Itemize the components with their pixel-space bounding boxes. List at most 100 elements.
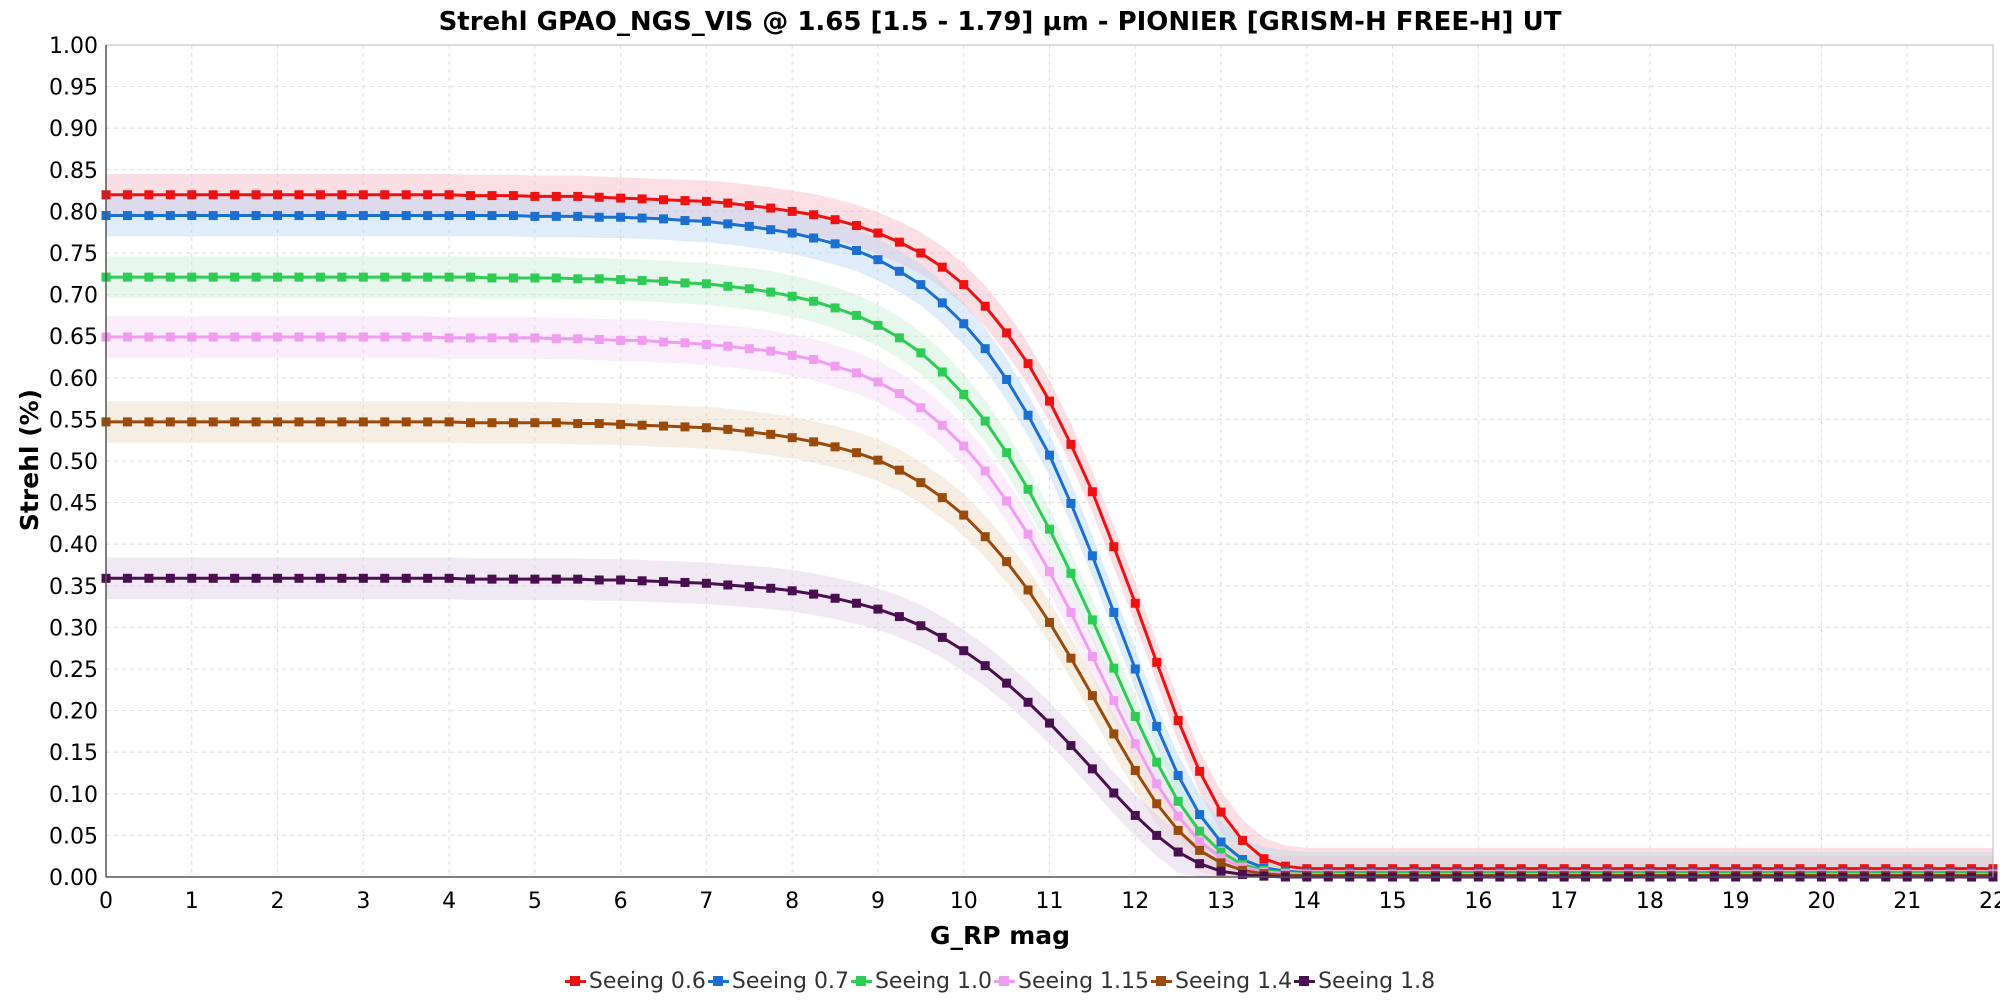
- data-point: [423, 211, 433, 221]
- data-point: [1280, 861, 1290, 871]
- y-tick-label: 0.35: [49, 575, 98, 600]
- x-tick-label: 11: [1036, 889, 1064, 914]
- data-point: [637, 275, 647, 285]
- data-point: [809, 233, 819, 243]
- data-point: [616, 275, 626, 285]
- y-tick-label: 0.70: [49, 284, 98, 309]
- legend-item[interactable]: Seeing 1.0: [850, 969, 992, 994]
- data-point: [1066, 607, 1076, 617]
- data-point: [830, 361, 840, 371]
- data-point: [573, 274, 583, 284]
- data-point: [273, 573, 283, 583]
- data-point: [873, 255, 883, 265]
- data-point: [1002, 328, 1012, 338]
- data-point: [959, 441, 969, 451]
- data-point: [165, 211, 175, 221]
- data-point: [1216, 866, 1226, 876]
- data-point: [315, 332, 325, 342]
- data-point: [1130, 598, 1140, 608]
- x-tick-labels: 012345678910111213141516171819202122: [99, 889, 2000, 914]
- data-point: [294, 573, 304, 583]
- legend-item[interactable]: Seeing 1.8: [1294, 969, 1435, 994]
- data-point: [251, 190, 261, 200]
- data-point: [1216, 858, 1226, 868]
- data-point: [551, 211, 561, 221]
- legend-item[interactable]: Seeing 0.7: [707, 969, 849, 994]
- legend-swatch: [707, 975, 729, 986]
- data-point: [315, 211, 325, 221]
- data-point: [787, 206, 797, 216]
- data-point: [1023, 697, 1033, 707]
- data-point: [401, 211, 411, 221]
- data-point: [294, 272, 304, 282]
- data-point: [980, 661, 990, 671]
- x-tick-label: 14: [1293, 889, 1321, 914]
- data-point: [401, 417, 411, 427]
- y-tick-label: 0.80: [49, 200, 98, 225]
- data-point: [1152, 721, 1162, 731]
- data-point: [144, 573, 154, 583]
- data-point: [187, 332, 197, 342]
- data-point: [1066, 741, 1076, 751]
- series-band: [106, 401, 1993, 877]
- data-point: [573, 574, 583, 584]
- x-tick-label: 22: [1979, 889, 2000, 914]
- data-point: [1195, 836, 1205, 846]
- data-point: [787, 350, 797, 360]
- data-point: [680, 338, 690, 348]
- data-point: [508, 211, 518, 221]
- legend-swatch: [1151, 975, 1173, 986]
- data-point: [1109, 607, 1119, 617]
- data-point: [187, 190, 197, 200]
- data-point: [809, 296, 819, 306]
- data-point: [1237, 855, 1247, 865]
- data-point: [508, 191, 518, 201]
- data-point: [980, 301, 990, 311]
- data-point: [809, 437, 819, 447]
- data-point: [894, 237, 904, 247]
- data-point: [337, 272, 347, 282]
- data-point: [273, 190, 283, 200]
- data-point: [1195, 845, 1205, 855]
- data-point: [852, 221, 862, 231]
- data-point: [916, 478, 926, 488]
- data-point: [466, 418, 476, 428]
- data-point: [766, 429, 776, 439]
- legend-item[interactable]: Seeing 0.6: [564, 968, 706, 994]
- data-point: [1087, 764, 1097, 774]
- data-point: [1045, 524, 1054, 534]
- data-point: [701, 216, 711, 226]
- data-point: [1045, 450, 1054, 460]
- data-point: [423, 190, 433, 200]
- x-tick-label: 6: [614, 889, 628, 914]
- data-point: [144, 417, 154, 427]
- data-point: [315, 573, 325, 583]
- data-point: [294, 332, 304, 342]
- data-point: [1087, 652, 1097, 662]
- data-point: [937, 493, 947, 503]
- data-point: [551, 191, 561, 201]
- data-point: [637, 420, 647, 430]
- data-point: [466, 211, 476, 221]
- data-point: [1109, 788, 1119, 798]
- legend-item[interactable]: Seeing 1.4: [1151, 969, 1292, 994]
- data-point: [659, 577, 669, 587]
- data-point: [594, 575, 604, 585]
- data-point: [1045, 617, 1054, 627]
- legend-swatch: [850, 975, 872, 986]
- data-point: [809, 354, 819, 364]
- data-point: [1130, 711, 1140, 721]
- data-point: [916, 403, 926, 413]
- data-point: [273, 417, 283, 427]
- data-point: [1002, 678, 1012, 688]
- legend-label: Seeing 0.6: [588, 968, 706, 994]
- legend-item[interactable]: Seeing 1.15: [994, 969, 1149, 994]
- data-point: [530, 574, 540, 584]
- data-point: [380, 190, 390, 200]
- data-point: [1173, 796, 1183, 806]
- data-point: [208, 272, 218, 282]
- data-point: [1130, 766, 1140, 776]
- data-point: [251, 211, 261, 221]
- data-point: [444, 573, 454, 583]
- x-tick-label: 3: [356, 889, 370, 914]
